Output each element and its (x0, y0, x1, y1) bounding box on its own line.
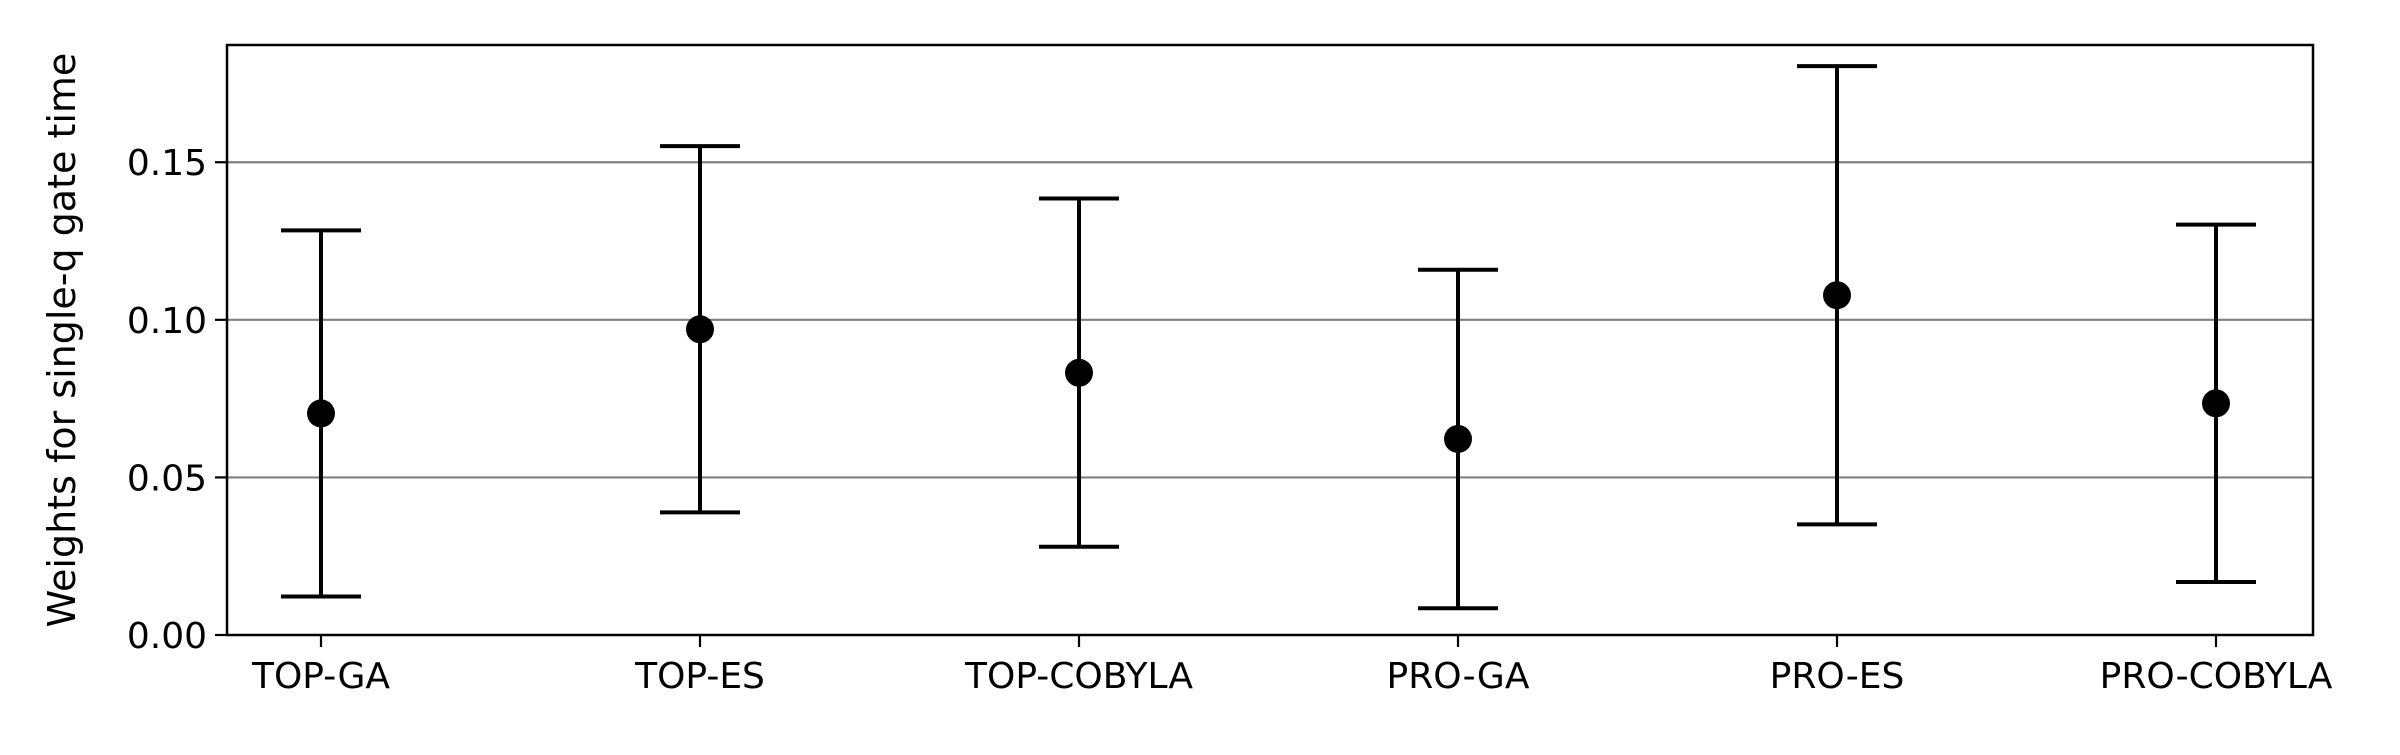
y-axis-label: Weights for single-q gate time (40, 53, 84, 628)
data-point (307, 399, 335, 428)
data-point (1444, 424, 1472, 453)
x-tick-label: TOP-ES (634, 656, 765, 697)
data-point (686, 315, 714, 344)
data-point (1823, 281, 1851, 310)
y-tick-label: 0.15 (127, 143, 207, 184)
y-axis-ticks: 0.00 0.05 0.10 0.15 (127, 143, 227, 657)
x-axis-ticks: TOP-GA TOP-ES TOP-COBYLA PRO-GA PRO-ES PRO-CO… (251, 635, 2333, 697)
data-point (2202, 389, 2230, 418)
x-tick-label: PRO-COBYLA (2100, 656, 2333, 697)
x-tick-label: TOP-COBYLA (964, 656, 1193, 697)
y-tick-label: 0.00 (127, 616, 207, 657)
data-point (1065, 358, 1093, 387)
data-points (307, 281, 2230, 453)
error-bars (281, 64, 2256, 611)
y-tick-label: 0.05 (127, 458, 207, 499)
plot-frame (225, 43, 2315, 637)
x-tick-label: PRO-ES (1770, 656, 1905, 697)
y-tick-label: 0.10 (127, 301, 207, 342)
x-tick-label: TOP-GA (251, 656, 390, 697)
gridlines (227, 161, 2313, 479)
x-tick-label: PRO-GA (1387, 656, 1530, 697)
